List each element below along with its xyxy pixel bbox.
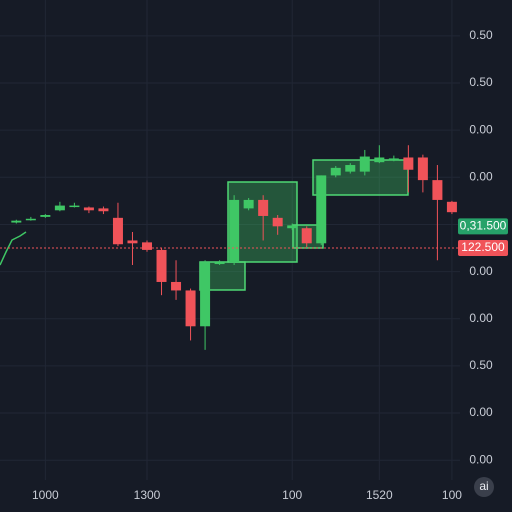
candle-body bbox=[214, 262, 225, 265]
candle-body bbox=[98, 208, 109, 212]
candle-body bbox=[403, 157, 414, 170]
grid bbox=[0, 0, 460, 480]
candle-body bbox=[127, 240, 138, 244]
y-tick-label: 0.50 bbox=[469, 358, 493, 372]
candle-body bbox=[316, 175, 327, 244]
candle-body bbox=[200, 262, 211, 327]
candle-body bbox=[359, 156, 370, 172]
y-tick-label: 0.00 bbox=[469, 169, 493, 183]
candle-body bbox=[142, 242, 152, 250]
candle-body bbox=[417, 157, 428, 181]
candle-body bbox=[185, 290, 196, 327]
zones bbox=[199, 159, 409, 291]
candle-body bbox=[345, 165, 356, 172]
candle-body bbox=[54, 205, 65, 211]
candle-body bbox=[446, 201, 457, 213]
candle-body bbox=[83, 207, 94, 211]
badge-text: ai bbox=[479, 479, 488, 493]
candle-body bbox=[330, 167, 341, 176]
indicator-line bbox=[0, 231, 27, 266]
candle-body bbox=[40, 215, 51, 217]
y-tick-label: 0.00 bbox=[469, 122, 493, 136]
x-tick-label: 1300 bbox=[134, 488, 161, 502]
candle-body bbox=[25, 218, 36, 221]
candle-body bbox=[243, 199, 254, 209]
y-tick-label: 0.00 bbox=[469, 264, 493, 278]
price-label-box bbox=[458, 218, 508, 235]
price-label: 0,31.500 bbox=[460, 218, 507, 232]
candle-body bbox=[301, 228, 312, 244]
price-label: 122.500 bbox=[461, 240, 505, 254]
candle-body bbox=[272, 217, 283, 227]
candles bbox=[0, 145, 460, 350]
candle-body bbox=[258, 199, 269, 216]
x-tick-label: 1520 bbox=[366, 488, 393, 502]
price-label-box bbox=[458, 240, 508, 257]
candle-body bbox=[171, 281, 182, 291]
candle-body bbox=[287, 225, 298, 229]
y-tick-label: 0.50 bbox=[469, 75, 493, 89]
y-tick-label: 0.00 bbox=[469, 405, 493, 419]
candle-body bbox=[388, 158, 399, 161]
axes: 0.500.500.000.000.500.000.000.500.000.00… bbox=[32, 28, 508, 502]
x-tick-label: 1000 bbox=[32, 488, 59, 502]
candle-body bbox=[432, 180, 443, 200]
candle-body bbox=[69, 205, 80, 208]
x-tick-label: 100 bbox=[282, 488, 302, 502]
y-tick-label: 0.00 bbox=[469, 452, 493, 466]
candle-body bbox=[11, 220, 22, 223]
candle-body bbox=[229, 199, 240, 263]
candle-body bbox=[374, 157, 385, 163]
badge bbox=[474, 477, 494, 497]
y-tick-label: 0.50 bbox=[469, 28, 493, 42]
y-tick-label: 0.00 bbox=[469, 311, 493, 325]
x-tick-label: 100 bbox=[442, 488, 462, 502]
candle-body bbox=[156, 249, 167, 282]
candle-body bbox=[112, 217, 123, 245]
zone bbox=[227, 181, 298, 263]
